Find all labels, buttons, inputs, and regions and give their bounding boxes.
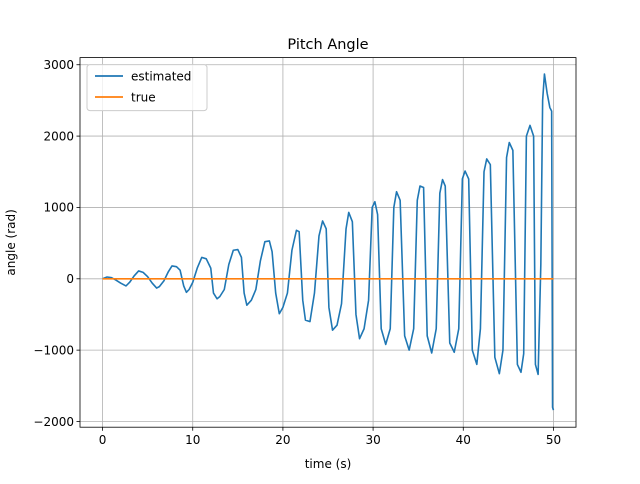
y-axis-label: angle (rad) bbox=[4, 209, 18, 275]
x-tick-label: 0 bbox=[99, 433, 107, 447]
y-tick-label: −1000 bbox=[33, 343, 74, 357]
x-tick-label: 50 bbox=[546, 433, 561, 447]
grid-lines bbox=[80, 57, 576, 428]
series-layer bbox=[102, 73, 555, 411]
x-tick-label: 30 bbox=[365, 433, 380, 447]
x-tick-label: 40 bbox=[456, 433, 471, 447]
x-tick-label: 10 bbox=[185, 433, 200, 447]
legend: estimated true bbox=[86, 64, 208, 112]
y-axis-ticks: −2000 −1000 0 1000 2000 3000 bbox=[33, 58, 80, 429]
y-tick-label: −2000 bbox=[33, 415, 74, 429]
y-tick-label: 1000 bbox=[43, 201, 74, 215]
chart-title: Pitch Angle bbox=[287, 37, 368, 53]
legend-label-estimated: estimated bbox=[131, 70, 191, 84]
y-tick-label: 0 bbox=[66, 272, 74, 286]
x-axis-label: time (s) bbox=[305, 457, 352, 471]
x-axis-ticks: 0 10 20 30 40 50 bbox=[99, 427, 561, 447]
y-tick-label: 2000 bbox=[43, 129, 74, 143]
x-tick-label: 20 bbox=[275, 433, 290, 447]
plot-frame bbox=[79, 57, 577, 428]
y-tick-label: 3000 bbox=[43, 58, 74, 72]
series-line-estimated bbox=[102, 73, 555, 411]
legend-label-true: true bbox=[131, 91, 156, 105]
